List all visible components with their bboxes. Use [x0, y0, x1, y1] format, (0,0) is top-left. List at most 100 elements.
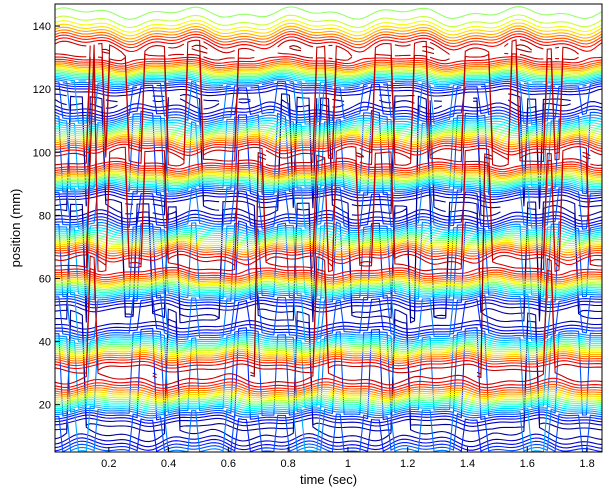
contour-line — [54, 334, 602, 409]
contour-line — [54, 220, 602, 306]
contour-line — [54, 18, 603, 33]
contour-line — [54, 255, 603, 374]
contour-line — [55, 273, 603, 283]
contour-line — [54, 25, 603, 40]
contour-line — [54, 14, 603, 29]
x-tick-label: 0.6 — [221, 458, 236, 470]
contour-line — [54, 396, 603, 405]
contour-line — [54, 338, 602, 347]
contour-line — [54, 33, 603, 49]
x-tick-label: 0.4 — [161, 458, 176, 470]
contour-line — [54, 412, 603, 453]
x-tick-label: 1.6 — [520, 458, 535, 470]
contour-line — [54, 160, 602, 170]
contour-line — [54, 22, 603, 37]
contour-line — [55, 329, 603, 417]
contour-line — [54, 58, 603, 67]
contour-line — [54, 227, 603, 236]
y-tick-label: 120 — [33, 84, 51, 96]
contour-line — [54, 224, 603, 298]
x-tick-label: 1 — [345, 458, 351, 470]
contour-line — [54, 190, 603, 228]
contour-line — [54, 179, 603, 188]
contour-line — [54, 276, 603, 286]
x-axis-label: time (sec) — [300, 472, 357, 487]
contour-line — [54, 176, 603, 185]
contour-line — [55, 285, 603, 294]
contour-line — [54, 332, 603, 414]
contour-line — [54, 175, 603, 184]
contour-line — [54, 327, 603, 421]
contour-line — [54, 237, 603, 247]
y-axis-label: position (mm) — [8, 189, 23, 268]
contour-line — [54, 101, 603, 115]
x-tick-label: 1.8 — [579, 458, 594, 470]
contour-line — [54, 392, 603, 402]
contour-line — [54, 186, 603, 230]
contour-line — [54, 267, 603, 386]
contour-line — [54, 170, 602, 180]
contour-line — [55, 298, 603, 336]
contour-line — [78, 80, 544, 84]
y-axis: 20 40 60 80 100 120 140 — [33, 21, 60, 412]
x-tick-label: 1.2 — [400, 458, 415, 470]
contour-line — [54, 418, 603, 453]
contour-line — [54, 347, 603, 356]
x-tick-label: 0.2 — [101, 458, 116, 470]
contour-line — [54, 183, 603, 230]
contour-line — [54, 6, 603, 20]
y-tick-label: 20 — [39, 400, 51, 412]
contour-line — [54, 398, 603, 407]
contour-line — [54, 318, 603, 443]
contour-line — [54, 336, 602, 345]
contour-line — [54, 126, 603, 135]
contour-line — [54, 28, 603, 43]
contour-line — [55, 275, 603, 285]
contour-line — [54, 105, 603, 118]
contour-line — [54, 122, 603, 131]
plot-area — [54, 6, 603, 453]
contour-line — [55, 231, 603, 240]
contour-line — [54, 60, 603, 69]
contour-line — [54, 299, 603, 309]
contour-line — [54, 83, 603, 121]
contour-line — [54, 44, 603, 268]
contour-line — [54, 302, 603, 313]
contour-line — [55, 405, 603, 453]
contour-line — [54, 308, 603, 432]
contour-line — [101, 44, 591, 376]
contour-line — [54, 56, 603, 65]
y-tick-label: 100 — [33, 147, 51, 159]
contour-line — [55, 283, 603, 292]
contour-line — [54, 294, 602, 339]
contour-line — [54, 345, 603, 354]
contour-line — [54, 348, 603, 358]
contour-line — [54, 178, 603, 187]
contour-line — [54, 114, 603, 193]
contour-line — [54, 56, 603, 273]
contour-line — [54, 117, 603, 189]
x-tick-label: 1.4 — [460, 458, 475, 470]
contour-line — [54, 240, 602, 251]
contour-line — [54, 131, 603, 141]
contour-line — [54, 388, 603, 398]
contour-line — [55, 286, 603, 296]
contour-line — [54, 95, 603, 321]
y-tick-label: 80 — [39, 210, 51, 222]
contour-line — [55, 278, 603, 288]
contour-line — [54, 129, 603, 139]
contour-line — [54, 390, 603, 400]
contour-line — [54, 193, 603, 204]
contour-line — [55, 271, 603, 281]
contour-line — [54, 290, 603, 343]
contour-line — [55, 233, 603, 242]
contour-line — [54, 221, 603, 303]
x-axis: 0.2 0.4 0.6 0.8 1 1.2 1.4 1.6 1.8 — [101, 447, 595, 470]
contour-line — [54, 394, 603, 403]
contour-line — [54, 288, 603, 297]
contour-line — [54, 119, 603, 129]
contour-line — [55, 266, 603, 276]
contour-line — [54, 167, 602, 176]
contour-line — [54, 340, 602, 349]
contour-line — [54, 229, 603, 238]
